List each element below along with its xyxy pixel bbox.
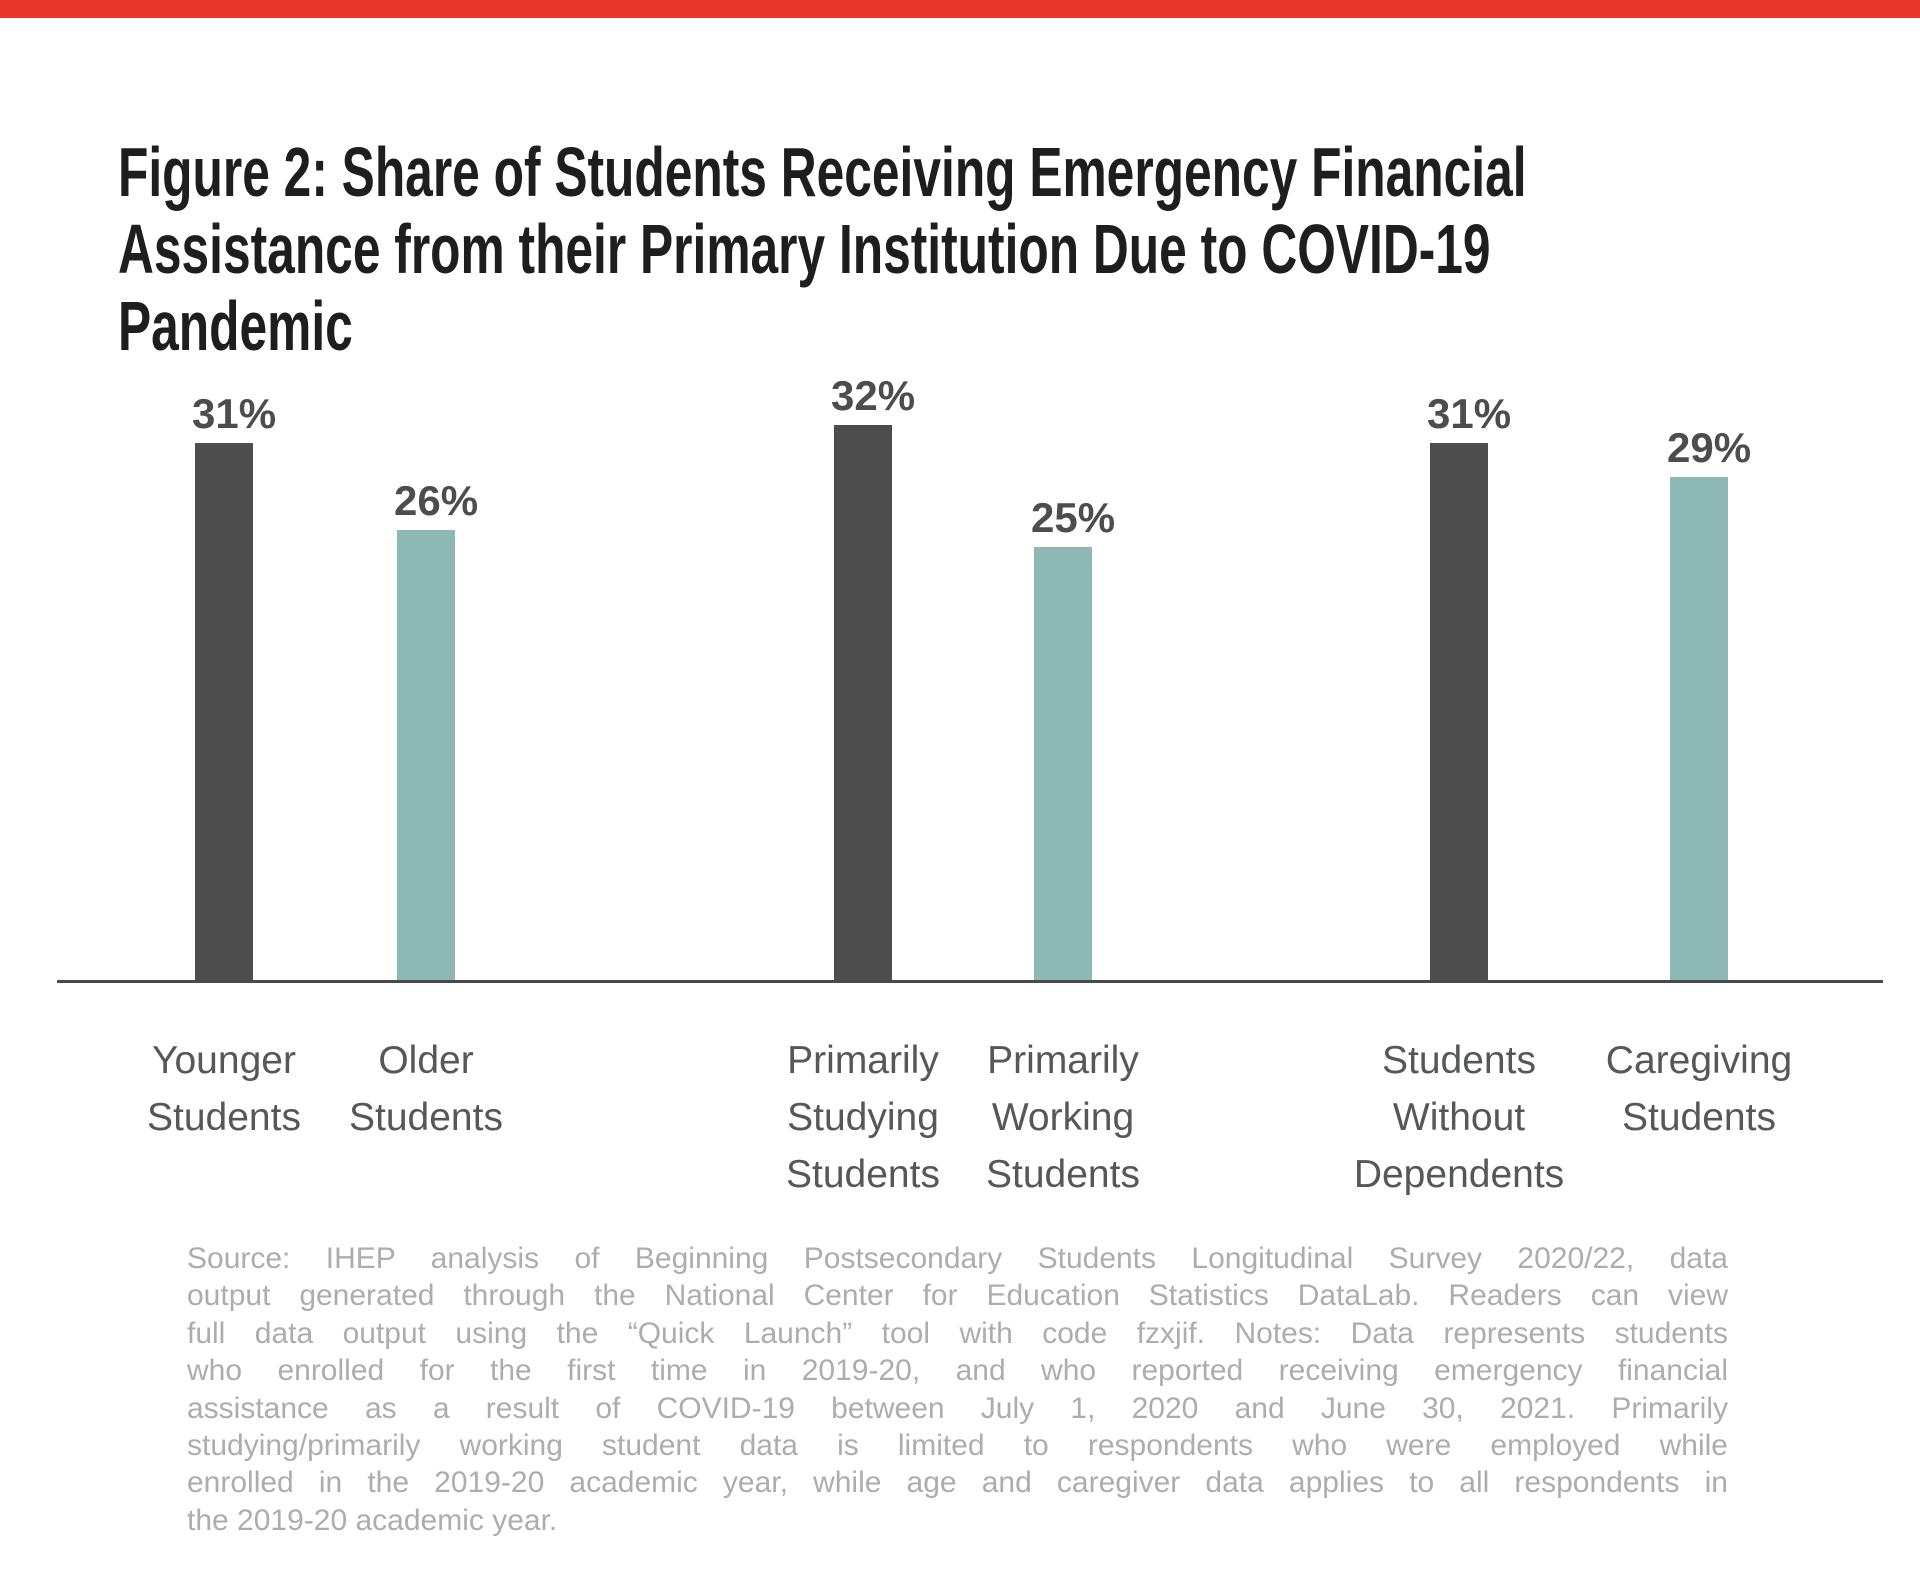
bar xyxy=(1430,443,1488,982)
source-note-line: the 2019-20 academic year. xyxy=(187,1503,558,1537)
x-axis-line xyxy=(57,980,1883,983)
bar-value-label: 25% xyxy=(1031,494,1116,541)
source-note-line: who enrolled for the first time in 2019-… xyxy=(187,1354,1728,1388)
bar xyxy=(1034,547,1092,982)
figure-title-line: Assistance from their Primary Institutio… xyxy=(118,210,1491,288)
bar-value-label: 31% xyxy=(192,390,277,437)
category-label: Primarily Studying Students xyxy=(786,1039,940,1196)
source-note: Source: IHEP analysis of Beginning Posts… xyxy=(187,1240,1728,1539)
source-note-line: enrolled in the 2019-20 academic year, w… xyxy=(187,1466,1728,1500)
figure-title-line: Figure 2: Share of Students Receiving Em… xyxy=(118,133,1527,211)
bar xyxy=(1670,477,1728,982)
bar xyxy=(834,425,892,982)
source-note-line: assistance as a result of COVID-19 betwe… xyxy=(187,1391,1728,1425)
bar-value-label: 29% xyxy=(1667,424,1752,471)
bar-value-label: 31% xyxy=(1427,390,1512,437)
bar xyxy=(397,530,455,982)
top-accent-bar xyxy=(0,0,1920,18)
category-label: Younger Students xyxy=(147,1039,301,1139)
source-note-line: studying/primarily working student data … xyxy=(187,1429,1728,1463)
category-label: Older Students xyxy=(349,1039,503,1139)
source-note-line: full data output using the “Quick Launch… xyxy=(187,1316,1728,1350)
bar xyxy=(195,443,253,982)
bar-value-label: 32% xyxy=(831,372,916,419)
source-note-line: output generated through the National Ce… xyxy=(187,1279,1728,1313)
category-label: Students Without Dependents xyxy=(1353,1039,1565,1196)
bar-value-label: 26% xyxy=(394,477,479,524)
source-note-line: Source: IHEP analysis of Beginning Posts… xyxy=(187,1242,1728,1275)
figure-title-line: Pandemic xyxy=(118,287,353,365)
figure-title: Figure 2: Share of Students Receiving Em… xyxy=(118,134,1609,365)
category-label: Caregiving Students xyxy=(1605,1039,1793,1139)
category-label: Primarily Working Students xyxy=(986,1039,1140,1196)
